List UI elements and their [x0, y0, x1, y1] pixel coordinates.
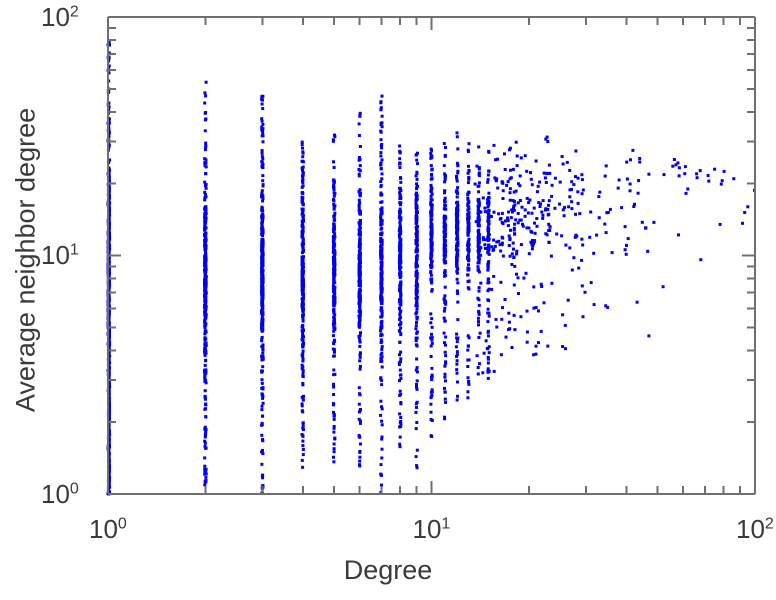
y-tick-label-10: 101 [41, 240, 79, 270]
y-tick-label-100: 102 [41, 1, 79, 32]
x-tick-label-100: 102 [736, 513, 774, 544]
x-tick-label-10: 101 [412, 513, 451, 544]
data-points [106, 40, 756, 496]
y-axis-label: Average neighbor degree [10, 107, 41, 413]
x-axis-label: Degree [343, 555, 433, 585]
x-tick-label-1: 100 [89, 513, 127, 544]
y-tick-label-1: 100 [41, 478, 79, 509]
